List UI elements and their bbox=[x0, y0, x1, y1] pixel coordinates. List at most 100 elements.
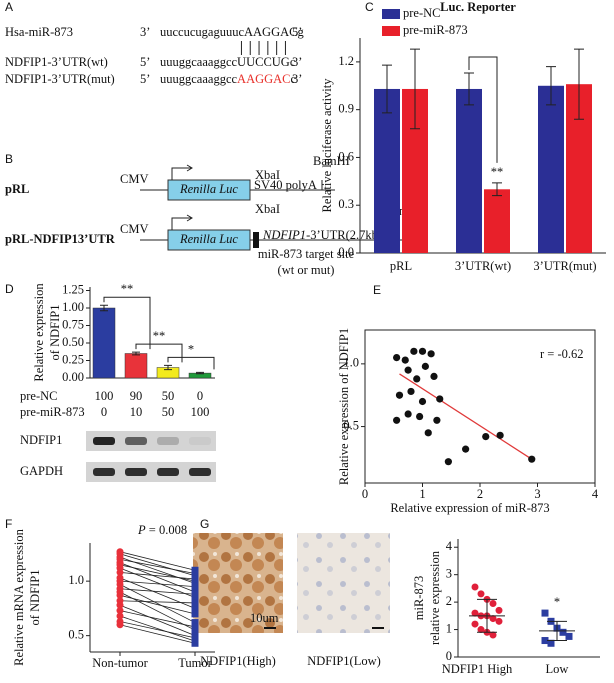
promoter: CMV bbox=[120, 222, 148, 236]
sequence-segment: c bbox=[290, 55, 296, 69]
significance-bracket bbox=[135, 343, 183, 363]
annotation: r = -0.62 bbox=[540, 347, 584, 361]
x-tick-label: Non-tumor bbox=[92, 656, 148, 670]
pair-line bbox=[119, 572, 196, 580]
point bbox=[433, 416, 441, 424]
pair-line bbox=[119, 584, 196, 623]
error-bar bbox=[546, 66, 556, 106]
pair-line bbox=[119, 610, 196, 628]
point bbox=[541, 637, 549, 645]
point bbox=[191, 639, 199, 647]
table-cell: 0 bbox=[197, 389, 203, 403]
panel-label: D bbox=[5, 282, 14, 296]
sequence-segment: uuuggcaaaggcc bbox=[160, 55, 237, 69]
point bbox=[477, 626, 485, 634]
row-label: pre-NC bbox=[20, 389, 58, 403]
y-tick-label: 4 bbox=[446, 539, 453, 553]
legend-swatch bbox=[382, 9, 400, 19]
point bbox=[444, 458, 452, 466]
point bbox=[471, 609, 479, 617]
y-tick-label: 1.0 bbox=[68, 573, 84, 587]
x-tick-label: 2 bbox=[477, 487, 483, 501]
restriction-site: XbaI bbox=[255, 202, 280, 216]
point bbox=[191, 619, 199, 627]
pair-line bbox=[119, 577, 196, 609]
sequence-name: NDFIP1-3’UTR(mut) bbox=[5, 72, 115, 86]
point bbox=[528, 455, 536, 463]
gene: Renilla Luc bbox=[179, 182, 238, 196]
sequence-name: NDFIP1-3’UTR(wt) bbox=[5, 55, 108, 69]
y-tick-label: 0.5 bbox=[68, 628, 84, 642]
scale-label: 10um bbox=[250, 611, 279, 625]
point bbox=[410, 347, 418, 355]
gene: Renilla Luc bbox=[179, 232, 238, 246]
sequence-end: 3’ bbox=[140, 25, 150, 39]
table-cell: 50 bbox=[162, 389, 175, 403]
point bbox=[495, 606, 503, 614]
table-cell: 100 bbox=[191, 405, 210, 419]
error-bar bbox=[382, 64, 392, 114]
legend-label: pre-miR-873 bbox=[403, 23, 468, 37]
x-tick-label: NDFIP1 High bbox=[442, 662, 513, 676]
x-tick-label: 0 bbox=[362, 487, 368, 501]
significance-label: ** bbox=[153, 329, 166, 343]
point bbox=[496, 431, 504, 439]
y-axis-label: Relative expression bbox=[32, 283, 46, 382]
pair-line bbox=[119, 604, 196, 637]
point bbox=[489, 615, 497, 623]
pair-line bbox=[119, 553, 196, 577]
y-tick-label: 0.6 bbox=[338, 149, 354, 163]
error-bar bbox=[410, 48, 420, 130]
pair-line bbox=[119, 580, 196, 587]
y-axis-label: Relative expression of NDFIP1 bbox=[337, 328, 351, 485]
fit-line bbox=[399, 373, 533, 460]
y-tick-label: 0.0 bbox=[338, 245, 354, 259]
row-label: pre-miR-873 bbox=[20, 405, 85, 419]
pair-line bbox=[119, 558, 196, 574]
panel-label: A bbox=[5, 0, 13, 14]
blot-label: NDFIP1 bbox=[20, 433, 62, 447]
blot-label: GAPDH bbox=[20, 464, 63, 478]
sequence-end: 3’ bbox=[292, 72, 302, 86]
point bbox=[404, 366, 412, 374]
y-axis-label: relative expression bbox=[428, 550, 442, 645]
western-blot bbox=[86, 431, 216, 482]
error-bar bbox=[547, 620, 567, 642]
annotation-symbol: P bbox=[137, 523, 146, 537]
x-tick-label: 1 bbox=[419, 487, 425, 501]
y-axis-label: Relative mRNA expression bbox=[12, 528, 26, 666]
legend-label: pre-NC bbox=[403, 6, 441, 20]
y-tick-label: 0.75 bbox=[62, 317, 84, 331]
error-bar bbox=[100, 304, 108, 312]
pair-line bbox=[119, 594, 196, 615]
significance-bracket bbox=[468, 56, 498, 163]
bar bbox=[484, 189, 510, 253]
error-bar bbox=[464, 72, 474, 106]
pair-line bbox=[119, 564, 196, 582]
y-tick-label: 1 bbox=[446, 621, 452, 635]
pair-line bbox=[119, 600, 196, 604]
y-axis-label: Relative luciferase activity bbox=[320, 78, 334, 213]
table-cell: 100 bbox=[95, 389, 114, 403]
point bbox=[393, 353, 401, 362]
point bbox=[191, 570, 199, 578]
point bbox=[116, 612, 124, 620]
y-tick-label: 1.25 bbox=[62, 282, 84, 296]
sequence: uuuggcaaaggccAAGGACc bbox=[160, 72, 297, 86]
point bbox=[489, 631, 497, 639]
error-bar bbox=[492, 182, 502, 197]
y-tick-label: 0.25 bbox=[62, 352, 84, 366]
x-tick-label: Low bbox=[546, 662, 569, 676]
y-tick-label: 0.3 bbox=[338, 197, 354, 211]
sequence-name: Hsa-miR-873 bbox=[5, 25, 73, 39]
bar bbox=[124, 353, 148, 379]
table-cell: 10 bbox=[130, 405, 143, 419]
significance-bracket bbox=[167, 356, 215, 370]
table-cell: 50 bbox=[162, 405, 175, 419]
ihc-images bbox=[193, 533, 390, 633]
point bbox=[116, 568, 124, 576]
point bbox=[116, 621, 124, 629]
sequence: uuccucugaguuucAAGGACg bbox=[160, 25, 304, 39]
annotation: P = 0.008 bbox=[137, 523, 187, 537]
point bbox=[191, 623, 199, 631]
